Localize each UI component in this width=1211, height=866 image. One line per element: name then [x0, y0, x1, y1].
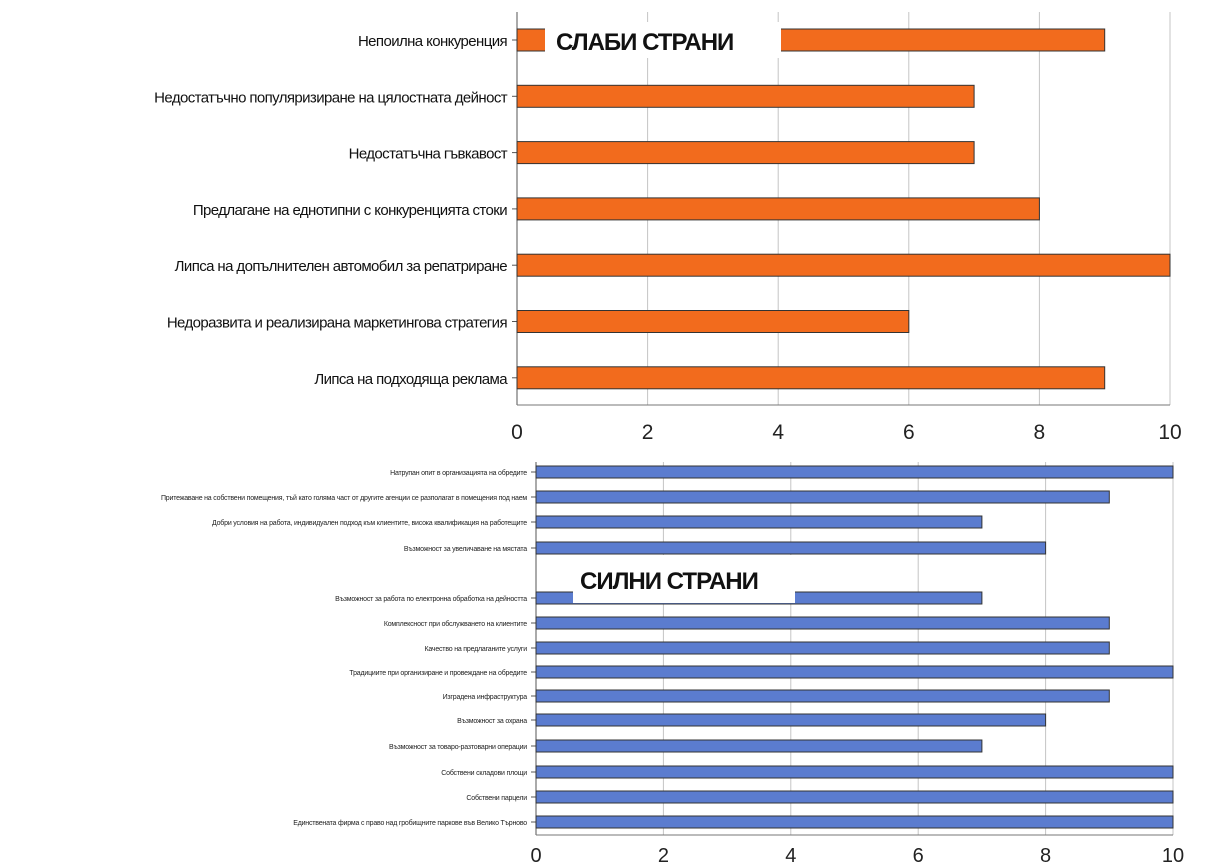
- strength-category-label: Добри условия на работа, индивидуален по…: [212, 519, 527, 527]
- weakness-bar: [516, 310, 910, 333]
- x-tick-label: 4: [785, 845, 796, 866]
- strengths-title: СИЛНИ СТРАНИ: [580, 568, 758, 595]
- weakness-category-label: Недостатъчно популяризиране на цялостнат…: [154, 89, 508, 106]
- strength-bar: [535, 465, 1174, 479]
- strengths-bars: [535, 465, 1174, 829]
- x-tick-label: 8: [1040, 845, 1051, 866]
- weaknesses-bars: [516, 28, 1171, 390]
- strength-category-label: Единствената фирма с право над гробищнит…: [293, 819, 527, 827]
- strengths-category-labels: Натрупан опит в организацията на обредит…: [161, 469, 528, 827]
- x-tick-label: 10: [1158, 421, 1181, 444]
- strengths-title-box: [573, 555, 795, 603]
- strengths-title-group: СИЛНИ СТРАНИ: [573, 555, 795, 603]
- strength-bar: [535, 665, 1174, 679]
- weakness-category-label: Недоразвита и реализирана маркетингова с…: [167, 315, 508, 332]
- strength-bar: [535, 490, 1110, 504]
- strengths-x-tick-labels: 0 2 4 6 8 10: [530, 845, 1184, 866]
- strength-category-label: Натрупан опит в организацията на обредит…: [390, 469, 527, 477]
- weakness-category-label: Предлагане на еднотипни с конкуренцията …: [193, 202, 507, 219]
- strength-category-label: Качество на предлаганите услуги: [424, 646, 527, 653]
- strength-bar: [535, 616, 1110, 630]
- strength-bar: [535, 689, 1110, 703]
- weakness-bar: [516, 141, 975, 165]
- weakness-bar: [516, 366, 1106, 390]
- weakness-bar: [516, 84, 975, 108]
- x-tick-label: 8: [1034, 421, 1046, 444]
- weaknesses-category-labels: Непоилна конкуренция Недостатъчно популяр…: [154, 33, 509, 388]
- strength-bar: [535, 541, 1047, 555]
- strength-bar: [535, 815, 1174, 829]
- strength-category-label: Собствени парцели: [466, 794, 527, 802]
- x-tick-label: 6: [903, 421, 915, 444]
- strength-bar: [535, 765, 1174, 779]
- weakness-category-label: Недостатъчна гъвкавост: [349, 146, 508, 163]
- weaknesses-chart: Непоилна конкуренция Недостатъчно популяр…: [154, 12, 1182, 444]
- strength-category-label: Изградена инфраструктура: [443, 694, 528, 701]
- strength-category-label: Традициите при организиране и провеждане…: [349, 669, 527, 677]
- x-tick-label: 0: [511, 421, 523, 444]
- strength-category-label: Възможност за работа по електронна обраб…: [335, 595, 527, 603]
- x-tick-label: 4: [772, 421, 784, 444]
- strength-category-label: Възможност за товаро-разтоварни операции: [389, 744, 527, 751]
- weakness-category-label: Липса на допълнителен автомобил за репат…: [175, 258, 508, 275]
- strength-category-label: Собствени складови площи: [441, 769, 527, 777]
- weakness-category-label: Липса на подходяща реклама: [314, 371, 508, 388]
- x-tick-label: 10: [1162, 845, 1184, 866]
- weaknesses-title-group: СЛАБИ СТРАНИ: [545, 22, 781, 58]
- strength-bar: [535, 713, 1047, 727]
- strength-bar: [535, 515, 983, 529]
- weaknesses-title: СЛАБИ СТРАНИ: [556, 29, 733, 56]
- strength-category-label: Възможност за увеличаване на мястата: [404, 546, 527, 553]
- strength-category-label: Притежаване на собствени помещения, тъй …: [161, 494, 527, 502]
- x-tick-label: 2: [658, 845, 669, 866]
- weakness-bar: [516, 197, 1040, 221]
- strength-category-label: Възможност за охрана: [457, 718, 527, 725]
- strengths-chart: Натрупан опит в организацията на обредит…: [161, 462, 1184, 866]
- x-tick-label: 6: [913, 845, 924, 866]
- x-tick-label: 0: [530, 845, 541, 866]
- weakness-category-label: Непоилна конкуренция: [358, 33, 508, 50]
- weaknesses-title-box: [545, 22, 781, 58]
- weaknesses-x-tick-labels: 0 2 4 6 8 10: [511, 421, 1182, 444]
- strength-bar: [535, 641, 1110, 655]
- strength-category-label: Комплексност при обслужването на клиенти…: [384, 620, 527, 628]
- x-tick-label: 2: [642, 421, 654, 444]
- strength-bar: [535, 739, 983, 753]
- weakness-bar: [516, 253, 1171, 277]
- strength-bar: [535, 790, 1174, 804]
